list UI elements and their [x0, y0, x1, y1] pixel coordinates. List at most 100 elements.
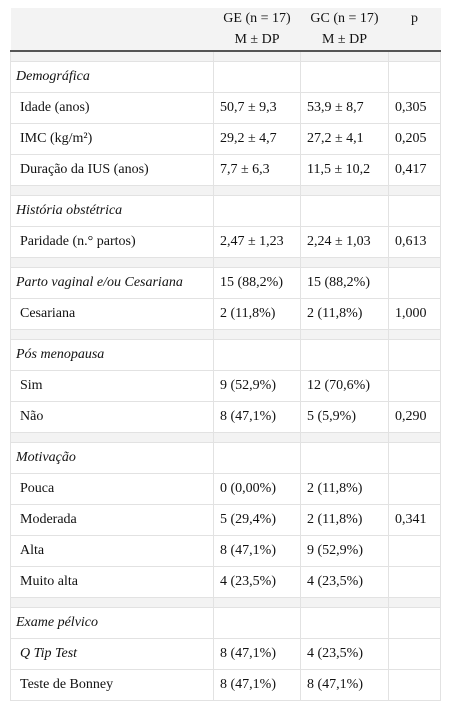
spacer-row	[10, 185, 441, 196]
row-label: Pouca	[10, 473, 214, 505]
ge-cell: 2 (11,8%)	[213, 298, 301, 330]
data-table: GE (n = 17) GC (n = 17) p M ± DP M ± DP …	[10, 8, 441, 701]
header-cell	[10, 29, 214, 52]
gc-cell: 2 (11,8%)	[300, 504, 389, 536]
spacer-cell	[388, 597, 441, 608]
subheader-row: M ± DP M ± DP	[10, 29, 441, 52]
p-cell	[388, 267, 441, 299]
data-row: Teste de Bonney 8 (47,1%) 8 (47,1%)	[10, 669, 441, 701]
ge-cell: 50,7 ± 9,3	[213, 92, 301, 124]
p-cell: 0,417	[388, 154, 441, 186]
ge-cell: 2,47 ± 1,23	[213, 226, 301, 258]
gc-cell: 53,9 ± 8,7	[300, 92, 389, 124]
row-label: Alta	[10, 535, 214, 567]
spacer-cell	[213, 257, 301, 268]
header-cell: M ± DP	[213, 29, 301, 52]
gc-cell	[300, 195, 389, 227]
p-cell	[388, 607, 441, 639]
header-cell: p	[388, 8, 441, 29]
row-label: Teste de Bonney	[10, 669, 214, 701]
data-row: Q Tip Test 8 (47,1%) 4 (23,5%)	[10, 638, 441, 670]
spacer-cell	[388, 329, 441, 340]
row-label: Muito alta	[10, 566, 214, 598]
spacer-row	[10, 597, 441, 608]
p-cell	[388, 535, 441, 567]
ge-cell: 5 (29,4%)	[213, 504, 301, 536]
spacer-cell	[10, 329, 214, 340]
data-row: Idade (anos) 50,7 ± 9,3 53,9 ± 8,7 0,305	[10, 92, 441, 124]
gc-cell: 2 (11,8%)	[300, 473, 389, 505]
gc-cell	[300, 339, 389, 371]
data-row: Paridade (n.° partos) 2,47 ± 1,23 2,24 ± 1…	[10, 226, 441, 258]
spacer-cell	[300, 597, 389, 608]
header-cell: GC (n = 17)	[300, 8, 389, 29]
gc-cell: 5 (5,9%)	[300, 401, 389, 433]
p-cell: 1,000	[388, 298, 441, 330]
spacer-cell	[213, 597, 301, 608]
header-cell	[388, 29, 441, 52]
ge-cell	[213, 339, 301, 371]
gc-cell: 8 (47,1%)	[300, 669, 389, 701]
spacer-cell	[300, 329, 389, 340]
row-label: Duração da IUS (anos)	[10, 154, 214, 186]
data-row: Alta 8 (47,1%) 9 (52,9%)	[10, 535, 441, 567]
section-row: Parto vaginal e/ou Cesariana 15 (88,2%) 15…	[10, 267, 441, 299]
section-row: Pós menopausa	[10, 339, 441, 371]
ge-cell: 7,7 ± 6,3	[213, 154, 301, 186]
p-cell	[388, 61, 441, 93]
p-cell: 0,341	[388, 504, 441, 536]
spacer-row	[10, 257, 441, 268]
spacer-cell	[213, 185, 301, 196]
ge-cell: 8 (47,1%)	[213, 401, 301, 433]
section-title: Pós menopausa	[10, 339, 214, 371]
p-cell	[388, 669, 441, 701]
data-row: IMC (kg/m²) 29,2 ± 4,7 27,2 ± 4,1 0,205	[10, 123, 441, 155]
row-label: Não	[10, 401, 214, 433]
p-cell	[388, 442, 441, 474]
spacer-row	[10, 432, 441, 443]
row-label: Paridade (n.° partos)	[10, 226, 214, 258]
spacer-cell	[388, 50, 441, 62]
spacer-cell	[388, 185, 441, 196]
gc-cell: 2 (11,8%)	[300, 298, 389, 330]
spacer-cell	[10, 597, 214, 608]
gc-cell: 4 (23,5%)	[300, 638, 389, 670]
data-row: Pouca 0 (0,00%) 2 (11,8%)	[10, 473, 441, 505]
gc-cell: 12 (70,6%)	[300, 370, 389, 402]
spacer-cell	[300, 185, 389, 196]
p-cell	[388, 566, 441, 598]
ge-cell: 9 (52,9%)	[213, 370, 301, 402]
spacer-cell	[213, 329, 301, 340]
gc-cell	[300, 61, 389, 93]
p-cell: 0,290	[388, 401, 441, 433]
section-row: Motivação	[10, 442, 441, 474]
spacer-cell	[213, 432, 301, 443]
ge-cell: 29,2 ± 4,7	[213, 123, 301, 155]
data-row: Não 8 (47,1%) 5 (5,9%) 0,290	[10, 401, 441, 433]
spacer-row	[10, 50, 441, 62]
section-row: Demográfica	[10, 61, 441, 93]
p-cell	[388, 195, 441, 227]
ge-cell: 15 (88,2%)	[213, 267, 301, 299]
gc-cell: 15 (88,2%)	[300, 267, 389, 299]
spacer-cell	[388, 257, 441, 268]
ge-cell: 8 (47,1%)	[213, 669, 301, 701]
row-label: Sim	[10, 370, 214, 402]
spacer-row	[10, 329, 441, 340]
gc-cell: 4 (23,5%)	[300, 566, 389, 598]
data-row: Duração da IUS (anos) 7,7 ± 6,3 11,5 ± 10,…	[10, 154, 441, 186]
p-cell	[388, 638, 441, 670]
ge-cell	[213, 442, 301, 474]
ge-cell: 8 (47,1%)	[213, 638, 301, 670]
spacer-cell	[300, 432, 389, 443]
spacer-cell	[300, 257, 389, 268]
p-cell: 0,205	[388, 123, 441, 155]
header-cell: GE (n = 17)	[213, 8, 301, 29]
spacer-cell	[10, 432, 214, 443]
p-cell	[388, 339, 441, 371]
gc-cell: 9 (52,9%)	[300, 535, 389, 567]
gc-cell	[300, 607, 389, 639]
spacer-cell	[213, 50, 301, 62]
row-label: IMC (kg/m²)	[10, 123, 214, 155]
ge-cell: 4 (23,5%)	[213, 566, 301, 598]
